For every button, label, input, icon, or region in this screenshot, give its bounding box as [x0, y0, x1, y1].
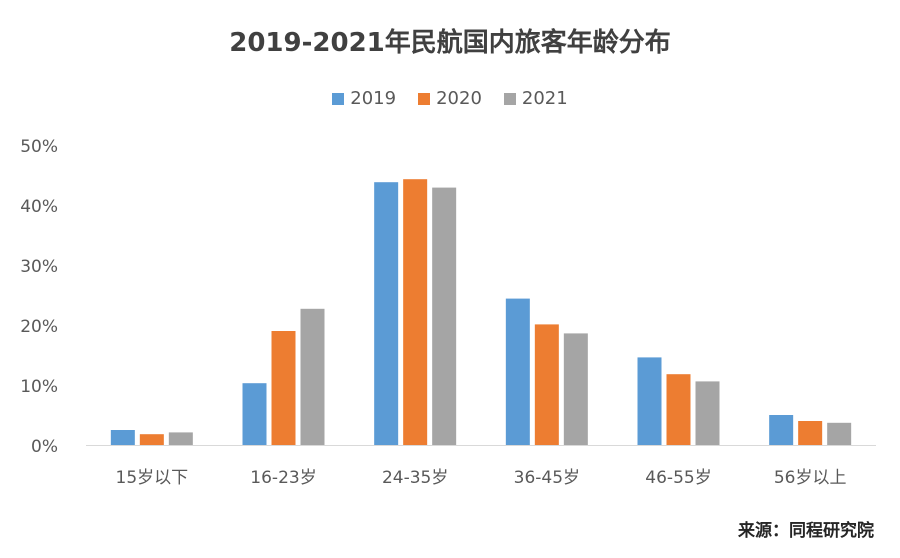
bar-2019	[769, 415, 794, 445]
y-tick-label: 20%	[20, 317, 58, 337]
y-tick-label: 40%	[20, 197, 58, 217]
bar-2020	[271, 331, 296, 445]
bar-2020	[534, 324, 559, 445]
chart-legend: 2019 2020 2021	[0, 88, 900, 109]
bar-2020	[403, 179, 428, 445]
legend-swatch-2020	[418, 92, 431, 105]
y-tick-label: 30%	[20, 257, 58, 277]
bar-2019	[242, 383, 267, 445]
bar-2019	[637, 357, 662, 445]
x-tick-label: 56岁以上	[774, 468, 847, 488]
x-tick-label: 15岁以下	[116, 468, 189, 488]
bar-2021	[695, 381, 720, 445]
x-tick-label: 46-55岁	[645, 468, 711, 488]
legend-label-2020: 2020	[436, 88, 482, 109]
bar-2019	[374, 182, 399, 445]
bar-2021	[827, 422, 852, 445]
y-tick-label: 50%	[20, 137, 58, 157]
bar-2021	[432, 187, 457, 445]
legend-item-2020: 2020	[418, 88, 482, 109]
bar-2020	[139, 434, 164, 445]
y-tick-label: 0%	[31, 437, 58, 457]
bar-2020	[666, 374, 691, 445]
x-tick-label: 24-35岁	[382, 468, 448, 488]
bar-2021	[300, 308, 325, 445]
legend-swatch-2021	[503, 92, 516, 105]
source-note: 来源：同程研究院	[738, 521, 874, 541]
bar-2019	[110, 430, 135, 445]
x-tick-label: 16-23岁	[250, 468, 316, 488]
bar-2021	[563, 333, 588, 445]
chart-title: 2019-2021年民航国内旅客年龄分布	[229, 28, 671, 58]
legend-swatch-2019	[332, 92, 345, 105]
bar-2021	[168, 432, 193, 445]
x-tick-label: 36-45岁	[514, 468, 580, 488]
legend-item-2021: 2021	[503, 88, 568, 109]
y-tick-label: 10%	[20, 377, 58, 397]
bar-2020	[798, 421, 823, 445]
bar-2019	[505, 298, 530, 445]
legend-item-2019: 2019	[332, 88, 396, 109]
legend-label-2019: 2019	[350, 88, 397, 109]
legend-label-2021: 2021	[521, 88, 568, 109]
